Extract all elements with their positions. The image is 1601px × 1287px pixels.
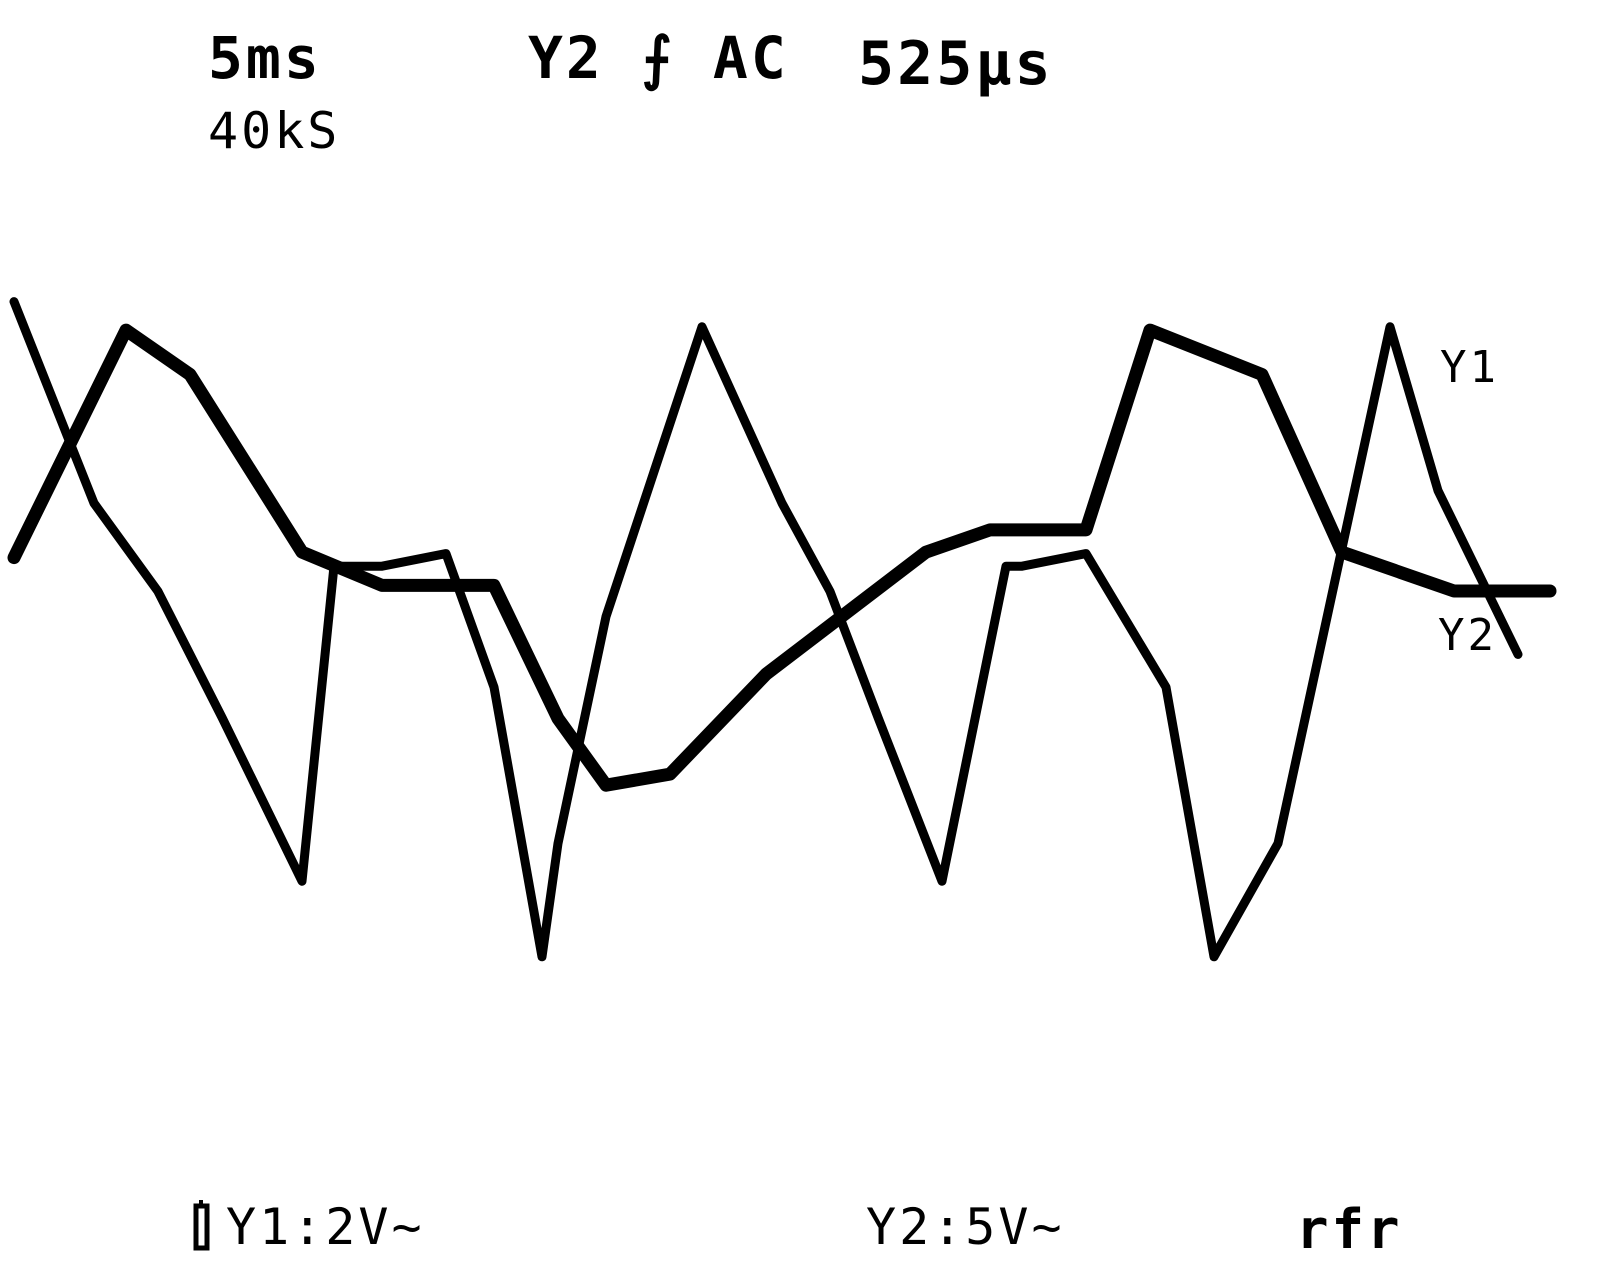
trace-y1 — [7, 323, 1557, 792]
channel2-scale: Y2:5V~ — [866, 1198, 1065, 1256]
legend-y1: Y1 — [1440, 342, 1499, 393]
trigger-delay-readout: 525µs — [858, 29, 1054, 99]
sample-rate-readout: 40kS — [208, 102, 340, 160]
timebase-readout: 5ms — [208, 24, 322, 92]
trigger-readout: Y2 ⨍ AC — [528, 24, 789, 92]
trace-y2 — [9, 297, 1523, 962]
ground-marker — [193, 1200, 210, 1251]
mode-readout: rfr — [1296, 1198, 1403, 1261]
channel1-scale: Y1:2V~ — [226, 1198, 425, 1256]
trace-area — [7, 297, 1557, 962]
legend-y2: Y2 — [1438, 610, 1497, 661]
